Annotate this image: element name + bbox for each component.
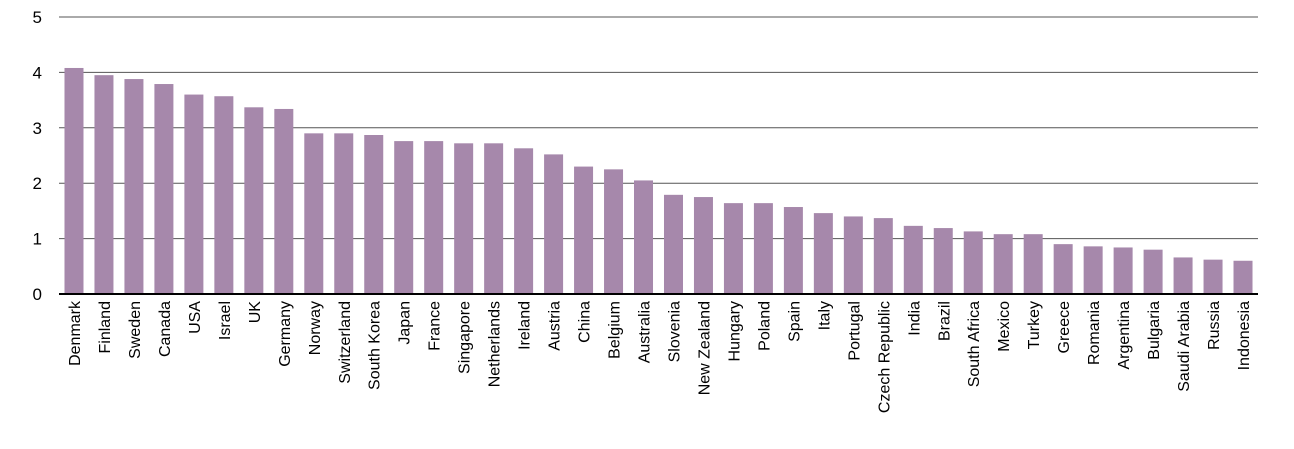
bar-canada — [154, 84, 174, 294]
bar-usa — [184, 94, 204, 294]
x-category-label: Canada — [157, 301, 174, 357]
x-category-label: South Korea — [367, 301, 384, 390]
y-tick-label: 5 — [33, 8, 42, 27]
y-tick-label: 4 — [33, 63, 42, 82]
bar-finland — [94, 75, 114, 294]
x-category-label: Turkey — [1026, 301, 1043, 349]
bar-czech-republic — [873, 218, 893, 294]
bar-russia — [1203, 259, 1223, 294]
x-category-label: Switzerland — [337, 301, 354, 384]
bar-poland — [753, 203, 773, 294]
bar-india — [903, 225, 923, 294]
x-category-label: Indonesia — [1236, 301, 1253, 370]
x-category-label: New Zealand — [696, 301, 713, 395]
bar-hungary — [723, 203, 743, 294]
x-category-label: Israel — [217, 301, 234, 340]
x-category-label: Norway — [307, 301, 324, 355]
bar-germany — [274, 108, 294, 295]
bar-brazil — [933, 228, 953, 294]
x-category-label: USA — [187, 301, 204, 334]
x-category-label: Brazil — [936, 301, 953, 341]
bar-israel — [214, 96, 234, 294]
bar-turkey — [1023, 234, 1043, 294]
x-category-label: Mexico — [996, 301, 1013, 352]
bar-italy — [813, 213, 833, 294]
bar-south-africa — [963, 231, 983, 294]
x-category-label: Saudi Arabia — [1176, 301, 1193, 392]
x-category-label: India — [906, 301, 923, 336]
x-category-label: Russia — [1206, 301, 1223, 350]
x-category-label: Romania — [1086, 301, 1103, 365]
x-category-label: France — [427, 301, 444, 351]
x-category-label: Portugal — [846, 301, 863, 361]
x-category-label: Poland — [756, 301, 773, 351]
x-category-label: Bulgaria — [1146, 301, 1163, 360]
bar-belgium — [604, 169, 624, 294]
bar-mexico — [993, 234, 1013, 294]
x-category-label: Greece — [1056, 301, 1073, 354]
x-category-label: Slovenia — [666, 301, 683, 362]
bar-saudi-arabia — [1173, 257, 1193, 294]
x-axis-category-labels: Denmark Finland Sweden Canada USA Israel UK Ger… — [67, 300, 1253, 413]
bar-australia — [634, 180, 654, 294]
bar-netherlands — [484, 143, 504, 294]
x-category-label: Singapore — [457, 301, 474, 374]
bar-spain — [783, 207, 803, 294]
x-category-label: Czech Republic — [876, 301, 893, 413]
bar-indonesia — [1233, 260, 1253, 294]
bar-denmark — [64, 67, 84, 294]
bar-argentina — [1113, 247, 1133, 294]
x-category-label: Spain — [786, 301, 803, 342]
x-category-label: Hungary — [726, 301, 743, 361]
x-category-label: Finland — [97, 301, 114, 353]
y-tick-label: 3 — [33, 119, 42, 138]
x-category-label: Argentina — [1116, 301, 1133, 370]
x-category-label: Sweden — [127, 301, 144, 359]
bar-austria — [544, 154, 564, 294]
bar-norway — [304, 133, 324, 294]
bar-slovenia — [663, 194, 683, 294]
bar-sweden — [124, 79, 144, 294]
x-category-label: UK — [247, 301, 264, 324]
bars — [64, 67, 1253, 295]
x-category-label: Austria — [547, 301, 564, 351]
x-category-label: Denmark — [67, 300, 84, 366]
bar-uk — [244, 107, 264, 294]
bar-france — [424, 141, 444, 294]
bar-south-korea — [364, 135, 384, 294]
x-category-label: Australia — [637, 301, 654, 363]
y-tick-label: 0 — [33, 285, 42, 304]
gridlines — [59, 16, 1258, 240]
y-tick-label: 1 — [33, 230, 42, 249]
bar-bulgaria — [1143, 249, 1163, 294]
x-category-label: Ireland — [517, 301, 534, 350]
x-category-label: Netherlands — [487, 301, 504, 387]
x-category-label: Belgium — [607, 301, 624, 359]
x-category-label: Japan — [397, 301, 414, 345]
bar-portugal — [843, 216, 863, 294]
x-category-label: South Africa — [966, 301, 983, 387]
bar-new-zealand — [693, 197, 713, 294]
bar-switzerland — [334, 133, 354, 294]
bar-greece — [1053, 244, 1073, 294]
bar-singapore — [454, 143, 474, 294]
bar-japan — [394, 141, 414, 294]
x-category-label: Germany — [277, 301, 294, 367]
bar-romania — [1083, 246, 1103, 294]
x-category-label: China — [577, 301, 594, 343]
bar-china — [574, 166, 594, 294]
bar-ireland — [514, 148, 534, 294]
x-category-label: Italy — [816, 301, 833, 330]
y-axis-tick-labels: 0 1 2 3 4 5 — [33, 8, 42, 304]
y-tick-label: 2 — [33, 174, 42, 193]
